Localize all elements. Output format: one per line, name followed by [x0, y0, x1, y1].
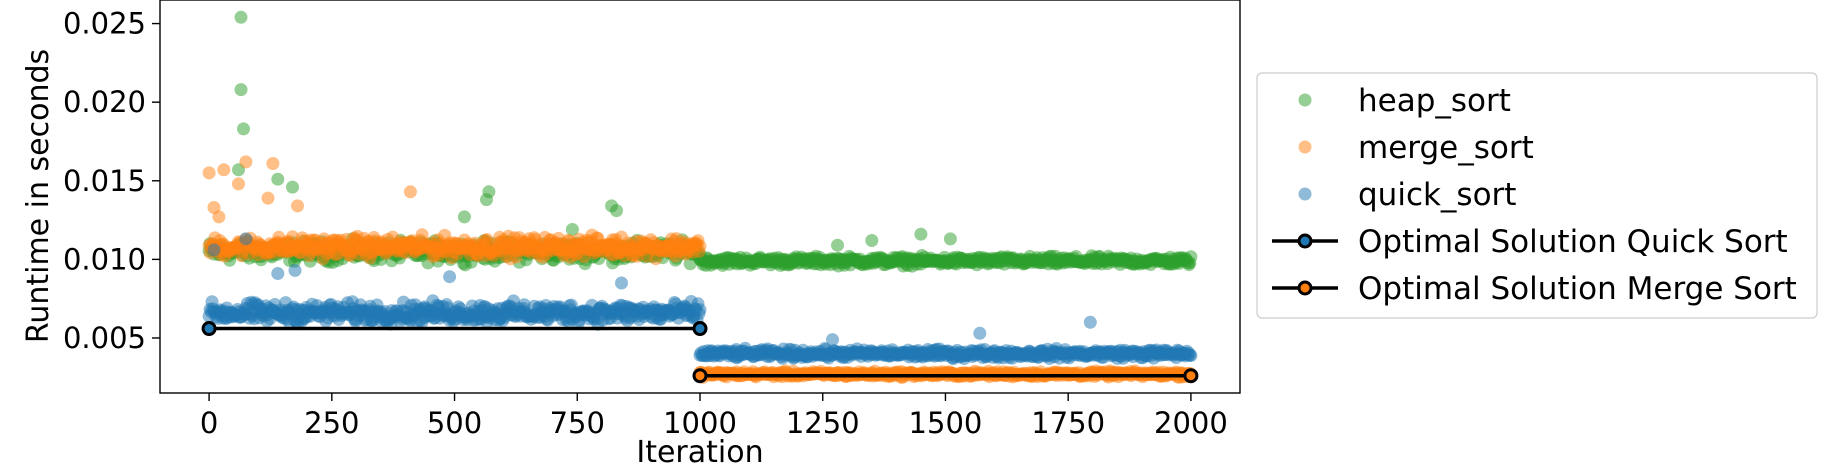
data-point: [234, 83, 248, 97]
data-point: [610, 204, 623, 218]
data-point: [1184, 349, 1198, 362]
data-point: [865, 234, 879, 247]
x-tick-label: 2000: [1154, 406, 1228, 440]
data-point: [261, 191, 275, 205]
series-line: [201, 321, 708, 337]
data-point: [239, 232, 253, 246]
data-point: [266, 157, 280, 170]
y-tick-label: 0.010: [63, 242, 146, 276]
data-point: [271, 172, 285, 186]
data-point: [286, 180, 299, 194]
data-point: [943, 232, 957, 246]
legend-label: Optimal Solution Merge Sort: [1358, 271, 1797, 307]
legend-marker: [1297, 280, 1313, 296]
optimal-marker: [1183, 368, 1199, 384]
data-point: [207, 243, 221, 257]
x-tick-label: 500: [427, 406, 482, 440]
data-point: [443, 270, 457, 284]
data-point: [288, 263, 302, 277]
legend-marker: [1297, 233, 1313, 249]
data-point: [234, 10, 248, 24]
data-point: [973, 326, 987, 340]
data-point: [565, 223, 579, 236]
data-point: [202, 166, 216, 180]
data-point: [271, 267, 285, 280]
data-point: [654, 312, 668, 326]
data-point: [232, 177, 245, 191]
legend-item: Optimal Solution Merge Sort: [1272, 271, 1797, 307]
legend-item: merge_sort: [1298, 130, 1534, 166]
x-tick-label: 750: [550, 406, 605, 440]
data-point: [239, 155, 253, 169]
optimal-marker: [201, 321, 217, 337]
legend: heap_sort merge_sort quick_sort Optimal Sol…: [1256, 72, 1818, 319]
y-axis: 0.005 0.010 0.015 0.020 0.025: [63, 7, 160, 355]
y-tick-label: 0.025: [63, 7, 146, 41]
data-point: [212, 210, 226, 224]
series-quick-sort: [202, 232, 1198, 366]
data-point: [826, 333, 839, 347]
x-tick-label: 1500: [909, 406, 983, 440]
legend-item: quick_sort: [1298, 177, 1516, 213]
data-point: [1184, 250, 1198, 264]
legend-label: heap_sort: [1358, 83, 1511, 119]
legend-box: [1256, 72, 1818, 319]
y-tick-label: 0.015: [63, 164, 146, 198]
data-point: [457, 210, 471, 224]
x-axis-label: Iteration: [636, 435, 763, 470]
optimal-marker: [692, 321, 708, 337]
data-point: [403, 185, 417, 199]
optimal-marker: [692, 368, 708, 384]
data-point: [914, 227, 928, 241]
legend-label: merge_sort: [1358, 130, 1534, 166]
y-axis-label: Runtime in seconds: [21, 49, 56, 343]
x-tick-label: 1250: [786, 406, 860, 440]
x-axis: 0 250 500 750 1000 1250 1500 1750 2000: [200, 393, 1228, 440]
y-tick-label: 0.005: [63, 321, 146, 355]
legend-marker: [1298, 140, 1312, 154]
legend-label: quick_sort: [1358, 177, 1516, 213]
legend-item: Optimal Solution Quick Sort: [1272, 224, 1788, 260]
legend-marker: [1298, 93, 1312, 107]
data-point: [237, 122, 250, 136]
data-point: [693, 303, 707, 317]
data-point: [217, 163, 231, 177]
data-point: [693, 239, 707, 253]
data-point: [291, 199, 304, 213]
y-tick-label: 0.020: [63, 85, 146, 119]
data-point: [1083, 315, 1097, 329]
x-tick-label: 0: [200, 406, 218, 440]
data-marks: [201, 10, 1199, 384]
data-point: [415, 228, 429, 242]
series-line: [692, 368, 1199, 384]
legend-label: Optimal Solution Quick Sort: [1358, 224, 1788, 260]
x-tick-label: 1000: [663, 406, 737, 440]
legend-marker: [1298, 187, 1312, 201]
data-point: [831, 238, 844, 252]
data-point: [615, 276, 628, 290]
data-point: [480, 193, 493, 207]
x-tick-label: 1750: [1031, 406, 1105, 440]
x-tick-label: 250: [304, 406, 359, 440]
legend-item: heap_sort: [1298, 83, 1511, 119]
